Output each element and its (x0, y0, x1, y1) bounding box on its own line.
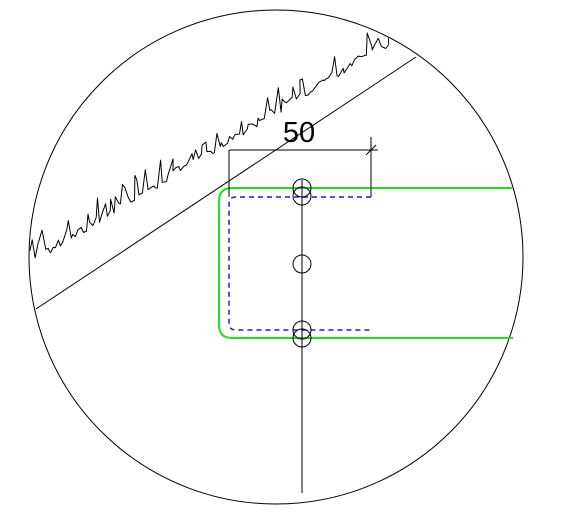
edge-line (35, 56, 417, 310)
dimension-value: 50 (283, 117, 315, 149)
bottom-circle-upper (292, 320, 312, 340)
break-hatch-line (29, 32, 390, 259)
green-section-outline (218, 187, 513, 339)
top-circle-lower (292, 186, 312, 206)
dimension-tick (365, 144, 377, 156)
middle-circle (292, 254, 312, 274)
dimension-annotation: 50 (228, 117, 378, 197)
bottom-circle-lower (292, 328, 312, 348)
top-circle-upper (292, 178, 312, 198)
blue-dashed-outline (228, 196, 371, 331)
detail-circle (28, 9, 524, 505)
